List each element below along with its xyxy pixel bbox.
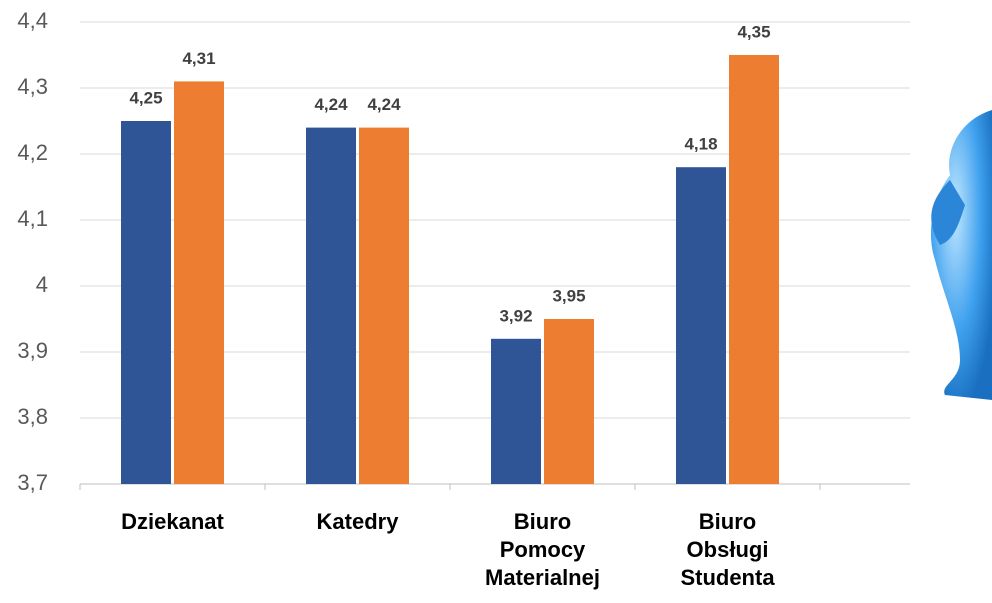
value-label: 4,35 [737, 22, 770, 41]
value-label: 4,25 [129, 88, 162, 107]
bar [174, 81, 224, 485]
bar [306, 127, 356, 484]
y-tick-label: 4 [36, 272, 48, 297]
bar [121, 121, 171, 484]
x-tick-label: Biuro Pomocy Materialnej [485, 509, 600, 590]
x-tick-label: Dziekanat [121, 509, 224, 534]
value-label: 4,24 [367, 95, 401, 114]
y-tick-label: 4,4 [17, 8, 48, 33]
value-label: 3,95 [552, 286, 585, 305]
value-label: 4,31 [182, 49, 215, 68]
bar [544, 319, 594, 484]
y-tick-label: 3,7 [17, 470, 48, 495]
y-tick-label: 4,3 [17, 74, 48, 99]
bar [676, 167, 726, 484]
y-tick-label: 3,9 [17, 338, 48, 363]
value-label: 3,92 [499, 306, 532, 325]
value-label: 4,24 [314, 95, 348, 114]
figure-illustration [930, 110, 992, 400]
value-label: 4,18 [684, 135, 717, 154]
y-tick-label: 3,8 [17, 404, 48, 429]
y-tick-label: 4,1 [17, 206, 48, 231]
bar [729, 55, 779, 484]
bar [359, 127, 409, 484]
x-tick-label: Biuro Obsługi Studenta [680, 509, 775, 590]
y-tick-label: 4,2 [17, 140, 48, 165]
bar [491, 338, 541, 484]
x-tick-label: Katedry [316, 509, 399, 534]
